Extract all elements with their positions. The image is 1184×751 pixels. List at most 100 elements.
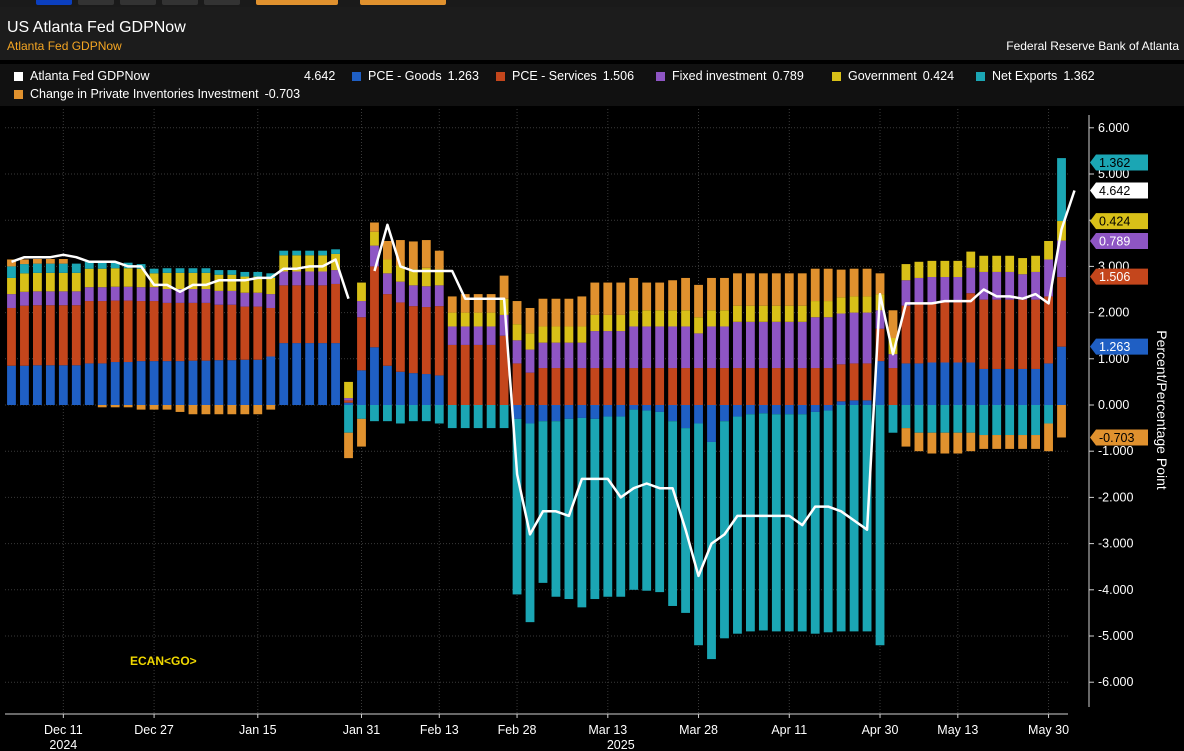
legend-swatch-pce-goods — [352, 71, 361, 81]
bar-pce_goods — [823, 405, 833, 411]
bar-pce_services — [940, 302, 950, 363]
bar-net_exports — [408, 405, 418, 422]
tag-pce-services-label: 1.506 — [1099, 270, 1130, 284]
bar-net_exports — [162, 268, 172, 273]
bar-inventories — [383, 240, 392, 260]
bar-pce_services — [797, 368, 807, 405]
bar-pce_goods — [7, 365, 16, 405]
bar-government — [7, 277, 16, 295]
bar-inventories — [745, 273, 755, 306]
bar-pce_goods — [331, 343, 340, 405]
bar-inventories — [58, 259, 68, 264]
bar-government — [771, 305, 781, 322]
value-tags: 1.362 4.642 0.424 0.789 1.506 1.263 -0.703 — [1090, 154, 1148, 446]
bar-pce_goods — [564, 405, 574, 419]
bar-pce_services — [45, 305, 55, 366]
bar-fixed_investment — [175, 289, 185, 303]
bar-pce_goods — [953, 362, 963, 405]
legend-label-gdpnow: Atlanta Fed GDPNow — [30, 69, 150, 83]
bar-fixed_investment — [58, 291, 68, 306]
bar-net_exports — [577, 417, 587, 608]
tag-government-label: 0.424 — [1099, 215, 1130, 229]
bar-pce_goods — [745, 405, 755, 415]
bar-fixed_investment — [447, 326, 457, 345]
bar-pce_goods — [655, 405, 665, 412]
legend-value-net-exports: 1.362 — [1063, 69, 1095, 83]
bar-pce_services — [279, 285, 289, 344]
bar-inventories — [758, 273, 768, 306]
bar-pce_services — [1018, 299, 1028, 369]
legend-swatch-net-exports — [976, 71, 985, 81]
bar-fixed_investment — [862, 312, 872, 364]
legend-label-fixed-investment: Fixed investment — [672, 69, 767, 83]
bar-government — [253, 276, 263, 293]
legend-value-fixed-investment: 0.789 — [772, 69, 804, 83]
bar-government — [577, 326, 587, 343]
bar-government — [901, 264, 911, 281]
bar-inventories — [694, 284, 703, 318]
legend-label-net-exports: Net Exports — [992, 69, 1058, 83]
bar-fixed_investment — [370, 245, 379, 267]
bar-pce_services — [421, 307, 431, 375]
bar-fixed_investment — [564, 342, 574, 369]
bar-pce_services — [434, 306, 444, 376]
bar-fixed_investment — [110, 286, 120, 301]
legend-item-net-exports: Net Exports 1.362 — [976, 69, 1095, 83]
bar-fixed_investment — [473, 326, 483, 345]
bar-pce_goods — [149, 361, 159, 405]
bar-net_exports — [538, 421, 548, 583]
bar-net_exports — [266, 273, 276, 278]
bar-fixed_investment — [590, 331, 600, 369]
bar-government — [214, 274, 224, 291]
bar-government — [642, 310, 652, 327]
bar-pce_services — [694, 368, 703, 405]
legend-label-inventories: Change in Private Inventories Investment — [30, 87, 259, 101]
bar-pce_goods — [279, 343, 289, 405]
bar-government — [370, 231, 379, 246]
bar-pce_goods — [370, 347, 379, 405]
y-tick-label: -4.000 — [1098, 583, 1133, 597]
bar-government — [1044, 240, 1053, 260]
bar-net_exports — [7, 266, 16, 278]
bar-government — [58, 272, 68, 292]
bar-government — [279, 255, 289, 272]
bar-pce_goods — [201, 360, 211, 405]
bar-net_exports — [292, 250, 302, 256]
bar-pce_services — [110, 300, 120, 363]
bar-pce_goods — [992, 368, 1002, 405]
bar-net_exports — [499, 405, 509, 429]
bar-pce_services — [71, 305, 81, 366]
bar-fixed_investment — [849, 312, 859, 364]
bar-pce_services — [473, 344, 483, 405]
bar-pce_services — [188, 302, 198, 361]
x-tick-label: May 13 — [937, 723, 978, 737]
bar-net_exports — [434, 405, 444, 424]
bar-fixed_investment — [279, 271, 289, 286]
bar-net_exports — [629, 409, 639, 590]
x-tick-label: Jan 31 — [343, 723, 381, 737]
bar-fixed_investment — [123, 286, 133, 301]
bar-net_exports — [655, 411, 665, 593]
bar-pce_services — [460, 344, 470, 405]
bar-inventories — [512, 301, 522, 325]
bar-pce_goods — [421, 374, 431, 405]
bar-government — [473, 312, 483, 327]
bar-government — [408, 269, 418, 286]
bar-net_exports — [551, 421, 561, 597]
bar-pce_goods — [97, 363, 107, 405]
bar-pce_services — [344, 400, 353, 403]
bar-pce_services — [292, 285, 302, 344]
bar-net_exports — [966, 405, 976, 433]
bar-net_exports — [914, 405, 924, 433]
bar-government — [45, 272, 55, 292]
bar-pce_goods — [84, 363, 94, 405]
bar-government — [201, 272, 211, 290]
bar-pce_services — [20, 305, 29, 366]
bar-pce_goods — [577, 405, 587, 418]
bar-inventories — [253, 405, 263, 415]
bar-pce_goods — [966, 362, 976, 405]
x-tick-label: Apr 30 — [862, 723, 899, 737]
chart-subtitle: Atlanta Fed GDPNow — [7, 39, 122, 53]
bar-inventories — [551, 298, 561, 327]
bar-pce_services — [175, 302, 185, 362]
